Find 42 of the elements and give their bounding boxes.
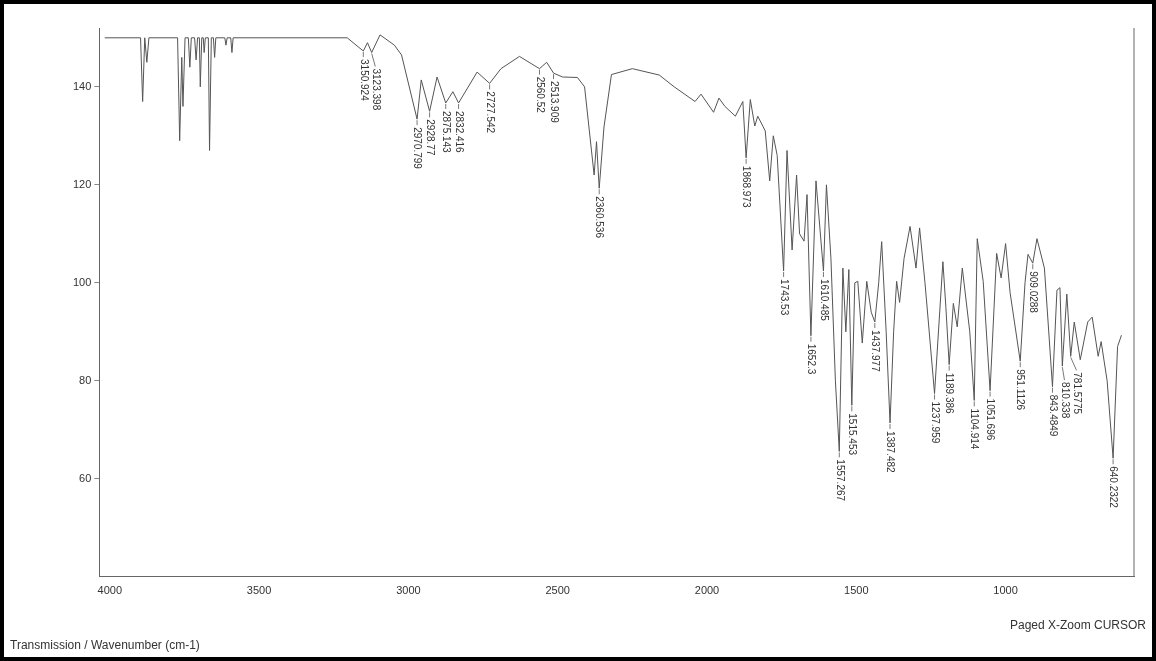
annotation: 1051.696 [985, 398, 997, 441]
annotation: 640.2322 [1108, 466, 1120, 509]
annotation: 1104.914 [969, 408, 981, 450]
annotation: 2970.799 [412, 127, 424, 170]
annotation: 843.4849 [1047, 394, 1059, 437]
annotation: 810.338 [1059, 382, 1071, 419]
annotation: 1652.3 [806, 343, 818, 375]
x-tick-label: 2500 [545, 584, 570, 597]
x-tick-label: 1000 [993, 584, 1018, 597]
annotation: 2832.416 [453, 110, 465, 154]
y-tick-label: 120 [72, 177, 92, 190]
annotation: 781.5775 [1071, 372, 1083, 415]
annotation: 2560.52 [534, 76, 546, 114]
annotation: 3150.924 [358, 59, 370, 102]
y-tick-label: 140 [72, 79, 92, 92]
annotation: 951.1126 [1015, 369, 1027, 411]
x-tick-label: 4000 [97, 584, 123, 597]
x-tick-label: 3000 [396, 584, 421, 597]
x-tick-label: 1500 [844, 584, 869, 597]
annotation: 2928.77 [424, 119, 436, 156]
text: Paged X-Zoom CURSOR [1009, 618, 1146, 632]
annotation: 1237.959 [929, 401, 941, 444]
annotation: 1515.453 [847, 413, 859, 456]
annotation: 1437.977 [870, 330, 882, 373]
annotation: 3123.398 [370, 68, 382, 111]
annotation: 1189.386 [944, 372, 956, 415]
x-tick-label: 2000 [694, 584, 720, 597]
annotation: 1868.973 [741, 165, 753, 208]
annotation: 1610.485 [818, 279, 830, 322]
y-tick-label: 60 [79, 471, 92, 484]
annotation: 2360.536 [594, 196, 606, 239]
annotation: 1743.53 [778, 279, 790, 316]
annotation: 1387.482 [885, 430, 897, 474]
annotation: 2513.909 [548, 81, 560, 124]
annotation: 1557.267 [834, 459, 846, 502]
annotation: 2875.143 [440, 110, 452, 154]
annotation: 909.0288 [1028, 271, 1040, 314]
annotation: 2727.542 [484, 91, 496, 134]
y-tick-label: 100 [72, 275, 92, 288]
x-axis-title: Transmission / Wavenumber (cm-1) [10, 638, 200, 652]
y-tick-label: 80 [79, 373, 92, 386]
x-tick-label: 3500 [246, 584, 272, 597]
